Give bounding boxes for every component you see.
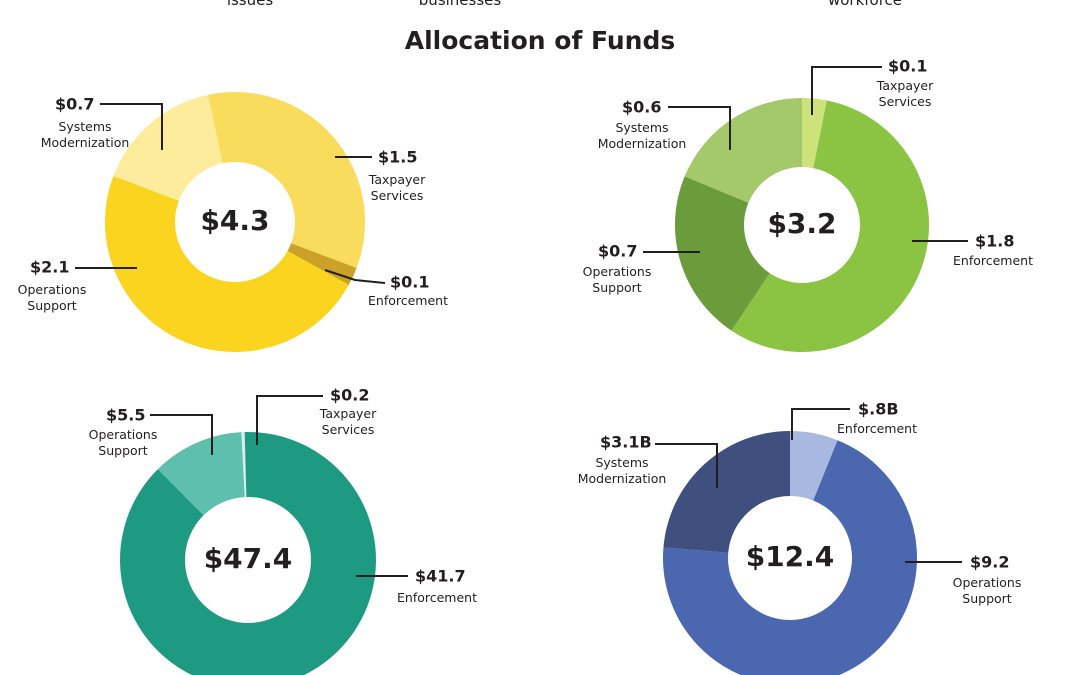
value-label: $0.1 [888, 57, 927, 76]
value-label: $0.6 [622, 98, 661, 117]
leader-line [256, 395, 323, 445]
leader-line [100, 103, 163, 150]
header-fragment: issues [226, 0, 274, 9]
donut-total: $12.4 [746, 540, 835, 573]
header-fragment: workforce [827, 0, 903, 9]
segment-name: Taxpayer Services [319, 406, 377, 437]
donut-total: $3.2 [767, 207, 836, 240]
segment-name: Systems Modernization [577, 455, 667, 486]
value-label: $0.2 [330, 386, 369, 405]
donut-segment [802, 98, 827, 169]
segment-name: Enforcement [837, 421, 917, 436]
donut-segment [241, 432, 247, 498]
segment-name: Operations Support [952, 575, 1022, 606]
leader-line [811, 66, 882, 115]
value-label: $0.7 [598, 242, 637, 261]
donut-segment [663, 440, 917, 675]
header-fragment: businesses [418, 0, 502, 9]
value-label: $3.1B [600, 433, 652, 452]
donut-segment [684, 97, 802, 203]
donut-segment [120, 432, 376, 675]
value-label: $.8B [858, 400, 899, 419]
segment-name: Operations Support [88, 427, 158, 458]
donut-segment [790, 431, 838, 501]
value-label: $41.7 [415, 567, 466, 586]
value-label: $2.1 [30, 258, 69, 277]
segment-name: Operations Support [582, 264, 652, 295]
segment-name: Taxpayer Services [876, 78, 934, 109]
donut-total: $4.3 [200, 204, 269, 237]
leader-line [668, 106, 731, 150]
value-label: $5.5 [106, 406, 145, 425]
donut-segment [113, 94, 223, 201]
segment-name: Systems Modernization [597, 120, 687, 151]
segment-name: Enforcement [368, 293, 448, 308]
value-label: $0.7 [55, 95, 94, 114]
leader-line [150, 414, 213, 455]
value-label: $0.1 [390, 273, 429, 292]
donut-segment [207, 91, 365, 269]
segment-name: Enforcement [397, 590, 477, 605]
title: Allocation of Funds [404, 26, 676, 55]
segment-name: Operations Support [17, 282, 87, 313]
segment-name: Enforcement [953, 253, 1033, 268]
leader-line [324, 269, 386, 284]
donut-segment [104, 175, 349, 353]
segment-name: Taxpayer Services [368, 172, 426, 203]
donut-total: $47.4 [204, 542, 293, 575]
value-label: $1.5 [378, 148, 417, 167]
value-label: $1.8 [975, 232, 1014, 251]
donut-segment [663, 431, 790, 553]
value-label: $9.2 [970, 553, 1009, 572]
leader-line [655, 443, 718, 488]
donut-segment [157, 432, 245, 516]
donut-segment [675, 176, 770, 331]
leader-line [791, 408, 850, 440]
donut-segment [731, 100, 929, 353]
segment-name: Systems Modernization [40, 119, 130, 150]
